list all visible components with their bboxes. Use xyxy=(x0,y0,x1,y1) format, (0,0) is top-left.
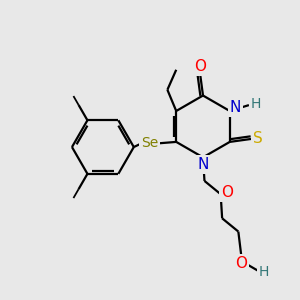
Text: N: N xyxy=(230,100,241,115)
Text: N: N xyxy=(198,157,209,172)
Text: Se: Se xyxy=(141,136,158,150)
Text: O: O xyxy=(194,59,206,74)
Text: O: O xyxy=(235,256,247,271)
Text: O: O xyxy=(221,185,233,200)
Text: H: H xyxy=(250,97,261,111)
Text: H: H xyxy=(259,265,269,279)
Text: S: S xyxy=(253,131,262,146)
